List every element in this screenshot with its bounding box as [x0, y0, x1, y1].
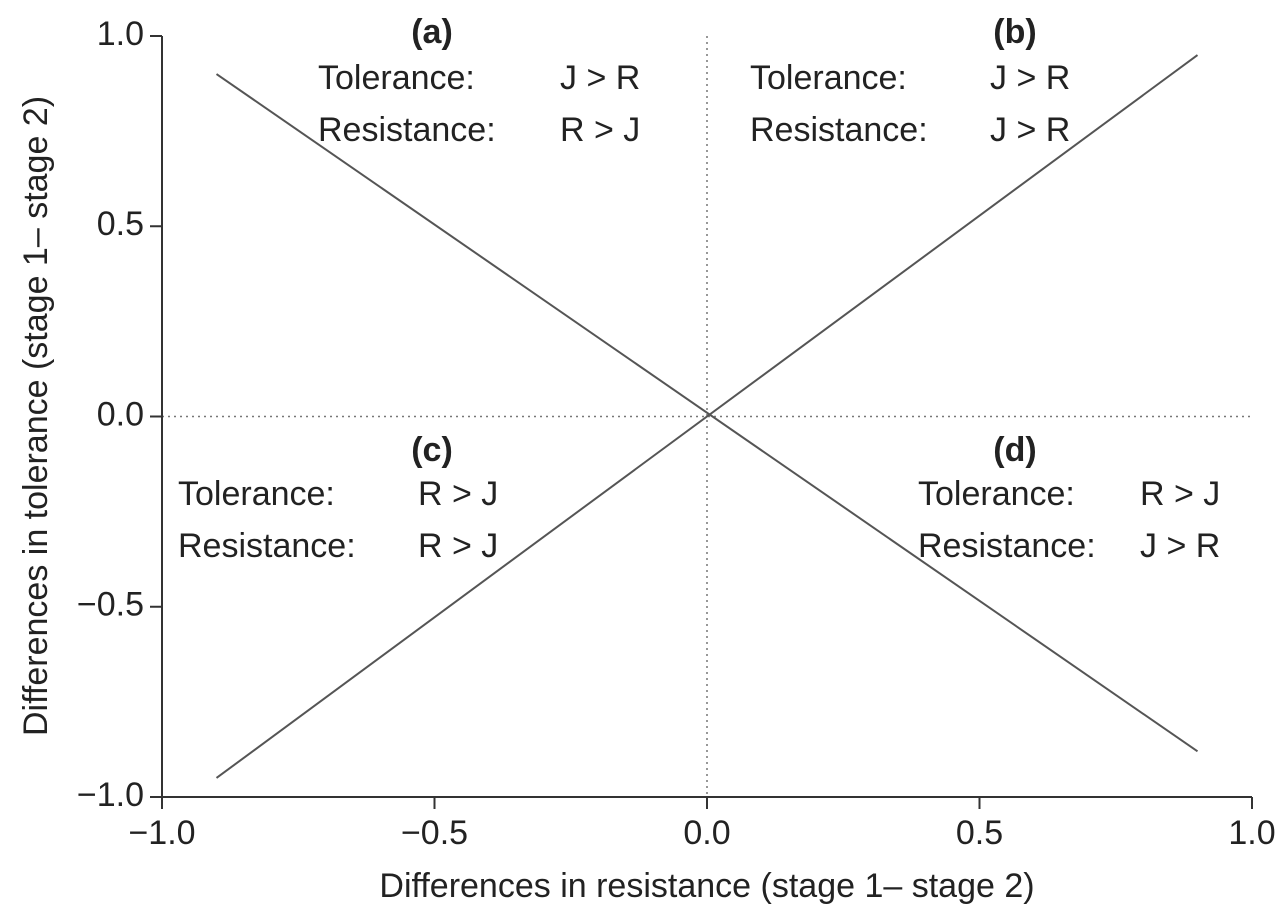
- y-tick-label: 1.0: [97, 15, 144, 53]
- y-tick-label: −1.0: [77, 776, 144, 814]
- x-tick-label: 1.0: [1228, 814, 1275, 852]
- annotation-value: R > J: [418, 527, 498, 565]
- x-axis-label: Differences in resistance (stage 1– stag…: [379, 867, 1034, 905]
- annotation-label: (d): [993, 431, 1036, 469]
- y-tick-label: 0.5: [97, 205, 144, 243]
- y-axis-label: Differences in tolerance (stage 1– stage…: [17, 96, 55, 736]
- y-tick-label: 0.0: [97, 395, 144, 433]
- annotation-key: Resistance:: [750, 111, 928, 149]
- annotation-key: Tolerance:: [178, 475, 335, 513]
- x-tick-label: 0.5: [956, 814, 1003, 852]
- annotation-key: Resistance:: [178, 527, 356, 565]
- annotation-key: Tolerance:: [750, 59, 907, 97]
- annotation-value: J > R: [560, 59, 640, 97]
- annotation-label: (a): [411, 13, 453, 51]
- annotation-value: R > J: [1140, 475, 1220, 513]
- annotation-key: Resistance:: [318, 111, 496, 149]
- x-tick-label: −1.0: [128, 814, 195, 852]
- annotation-value: J > R: [1140, 527, 1220, 565]
- annotation-key: Tolerance:: [918, 475, 1075, 513]
- annotation-key: Tolerance:: [318, 59, 475, 97]
- series-line: [215, 73, 1199, 753]
- annotation-value: J > R: [990, 59, 1070, 97]
- annotation-label: (c): [411, 431, 453, 469]
- annotation-value: J > R: [990, 111, 1070, 149]
- annotation-value: R > J: [560, 111, 640, 149]
- y-tick-label: −0.5: [77, 586, 144, 624]
- x-tick-label: 0.0: [683, 814, 730, 852]
- x-tick-label: −0.5: [401, 814, 468, 852]
- annotation-label: (b): [993, 13, 1036, 51]
- series-line: [215, 54, 1199, 779]
- annotation-value: R > J: [418, 475, 498, 513]
- annotation-key: Resistance:: [918, 527, 1096, 565]
